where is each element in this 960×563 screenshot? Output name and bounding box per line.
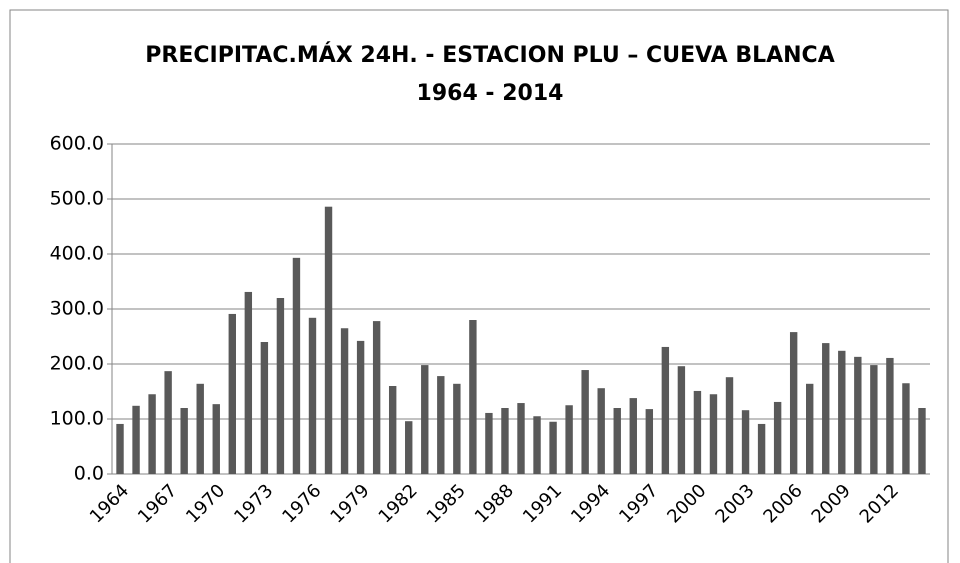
bar [372,321,381,474]
bar [645,409,654,474]
bar [469,320,477,474]
bar [661,346,670,474]
chart-subtitle: 1964 - 2014 [417,81,564,106]
bar [613,408,621,474]
bar [292,257,301,474]
bar [308,317,317,474]
bar [789,332,798,474]
bar [260,342,269,474]
y-tick-label: 300.0 [50,298,104,320]
bar [838,350,846,474]
bar [902,383,910,474]
bar [437,376,445,474]
bar [517,403,525,474]
bar [597,388,605,474]
bar [725,377,734,474]
bar [340,328,349,474]
bar [693,390,702,474]
bar [405,421,413,474]
bar [533,416,541,474]
bar [822,343,830,474]
bar [148,394,156,474]
bar [565,405,573,474]
bar [196,383,204,474]
bar [324,206,333,474]
y-tick-label: 0.0 [74,463,104,485]
bar [132,405,140,474]
bar [741,410,750,474]
bar [388,386,397,474]
bar [485,412,493,474]
y-tick-label: 200.0 [50,353,104,375]
bar [421,365,429,474]
bar [244,291,253,474]
bar [757,423,766,474]
bar [164,371,172,474]
y-tick-label: 400.0 [50,243,104,265]
bar [709,394,718,474]
bar [180,408,188,474]
bar [773,401,782,474]
y-tick-label: 100.0 [50,408,104,430]
bar [212,404,220,474]
bar [228,313,236,474]
bar [886,357,894,474]
bar [629,398,637,474]
bar [116,423,124,474]
bar [854,356,862,474]
bar [581,370,589,474]
bar [453,383,461,474]
y-tick-label: 500.0 [50,188,104,210]
bar [806,383,814,474]
bar [356,340,365,474]
bar [918,408,926,474]
bar [870,365,878,474]
bar [677,366,686,474]
bar [276,298,285,474]
y-tick-label: 600.0 [50,133,104,155]
bar [549,421,557,474]
chart-title: PRECIPITAC.MÁX 24H. - ESTACION PLU – CUE… [145,42,834,68]
bar [501,408,509,474]
